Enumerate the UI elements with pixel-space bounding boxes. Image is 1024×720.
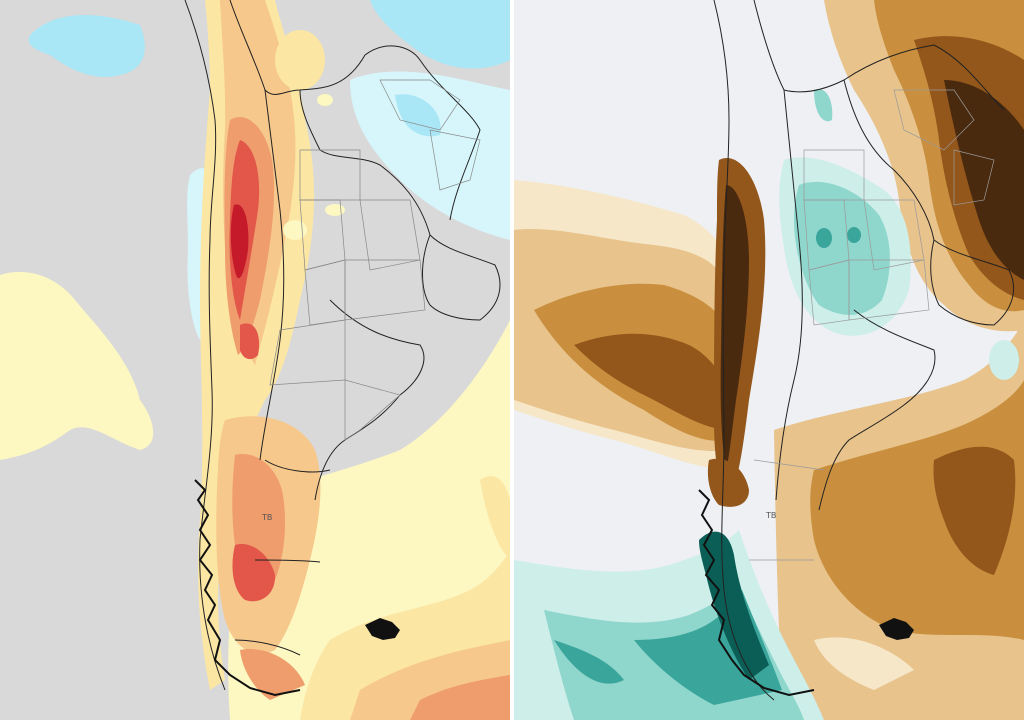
precipitation-map-svg: TB (514, 0, 1024, 720)
warm-anomaly-tierra-del-fuego (240, 649, 305, 700)
warm-anomaly-patagonia-hot (232, 544, 276, 602)
warm-blob-1 (275, 30, 325, 90)
warm-anomaly-atlantic-4 (410, 675, 510, 720)
dry-atlantic-light (814, 637, 914, 690)
cool-anomaly-brazil (350, 71, 510, 241)
wet-argentina-core-2 (847, 227, 861, 243)
wet-drake-blob (554, 640, 624, 684)
wet-south-extreme (699, 531, 769, 680)
panel-divider (510, 0, 514, 720)
malvinas-islands-left (365, 618, 400, 640)
province-borders (749, 89, 995, 561)
malvinas-islands-right (879, 618, 914, 640)
dry-andes-extreme (720, 185, 749, 470)
cool-anomaly-core (395, 94, 441, 137)
warm-anomaly-andes-hot-2 (240, 323, 260, 360)
cool-anomaly-pacific-north (28, 15, 145, 78)
fjord-coastline-right (698, 489, 815, 697)
warm-blob-4 (283, 220, 307, 240)
dry-south-chile (707, 458, 749, 507)
warm-anomaly-andes-peak (230, 204, 249, 279)
warm-anomaly-pacific (0, 271, 154, 460)
warm-blob-3 (325, 204, 345, 216)
warm-blob-2 (317, 94, 333, 106)
dry-atlantic-severe (933, 446, 1016, 575)
precipitation-anomaly-map: TB (514, 0, 1024, 720)
wet-north-blob (814, 89, 833, 122)
dry-pacific-severe (574, 333, 729, 430)
province-borders (269, 79, 481, 441)
cool-anomaly-north-brazil (370, 0, 510, 69)
fjord-coastline-left (194, 479, 301, 697)
wet-atlantic-blob (989, 340, 1019, 380)
warm-anomaly-atlantic-5 (480, 476, 510, 560)
country-borders (713, 0, 1015, 701)
temperature-map-svg: TB (0, 0, 510, 720)
map-label-left: TB (261, 513, 272, 522)
temperature-anomaly-map: TB (0, 0, 510, 720)
wet-argentina-core-1 (816, 228, 832, 248)
map-label-right: TB (765, 511, 776, 520)
dry-atlantic-strong (810, 380, 1024, 640)
